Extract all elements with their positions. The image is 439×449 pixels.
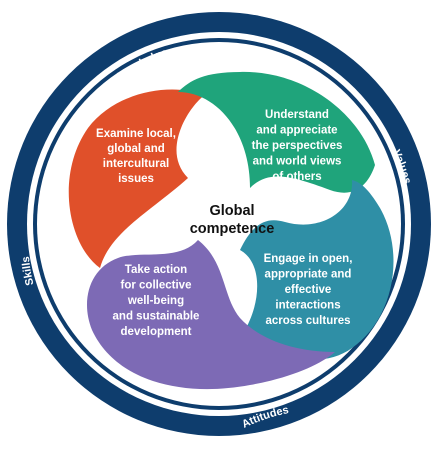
center-title-line2: competence [190, 221, 275, 237]
petal-label-understand-perspectives-line-1: Understand [265, 109, 329, 121]
petal-label-take-action-line-5: development [121, 326, 192, 338]
petal-label-take-action-line-3: well-being [127, 295, 184, 307]
petal-label-examine-issues-line-3: intercultural [103, 158, 169, 170]
petal-label-understand-perspectives-line-5: of others [272, 171, 321, 183]
petal-label-take-action-line-4: and sustainable [113, 311, 200, 323]
petal-label-engage-interactions-line-1: Engage in open, [264, 253, 353, 265]
petal-label-examine-issues-line-4: issues [118, 173, 154, 185]
petal-examine-issues [68, 89, 205, 268]
petal-label-engage-interactions-line-4: interactions [275, 300, 340, 312]
petal-label-examine-issues-line-2: global and [107, 143, 165, 155]
center-title-line1: Global [209, 203, 254, 219]
petal-engage-interactions [240, 180, 394, 360]
petal-label-take-action-line-1: Take action [125, 264, 187, 276]
petal-label-engage-interactions-line-2: appropriate and [265, 269, 352, 281]
petal-understand-perspectives [178, 71, 375, 193]
petal-take-action [87, 240, 335, 390]
petal-label-engage-interactions-line-3: effective [285, 284, 332, 296]
petal-label-understand-perspectives-line-4: and world views [253, 156, 342, 168]
petal-label-understand-perspectives-line-2: and appreciate [256, 125, 337, 137]
petal-label-understand-perspectives-line-3: the perspectives [252, 140, 343, 152]
petal-label-engage-interactions-line-5: across cultures [265, 315, 350, 327]
petal-label-take-action-line-2: for collective [121, 280, 192, 292]
petal-label-examine-issues-line-1: Examine local, [96, 128, 176, 140]
petal-texts: Examine local, global and intercultural iss… [96, 109, 352, 338]
